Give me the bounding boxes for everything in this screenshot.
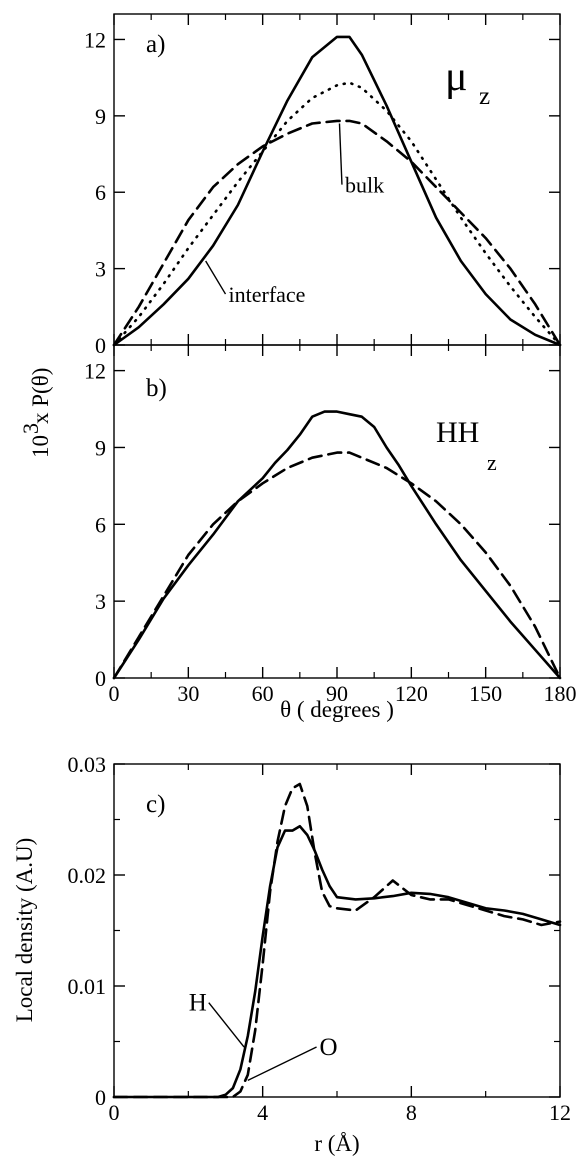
panel-c-series-label-0: H: [189, 990, 207, 1017]
panel-c-label-leader-0: [208, 1002, 245, 1048]
panel-b-ytick-label-0: 0: [95, 666, 106, 691]
panel-b-xtick-label-6: 180: [544, 681, 577, 706]
panel-c-x-axis-label: r (Å): [314, 1131, 359, 1156]
panel-c-ytick-label-1: 0.01: [68, 974, 107, 999]
panel-c-ytick-label-0: 0: [95, 1085, 106, 1110]
panel-c-series-solid-line: [112, 824, 562, 1099]
panel-c-xtick-label-3: 12: [549, 1100, 571, 1125]
panel-b-series-dashed-line: [112, 451, 562, 680]
panel-b-ytick-label-1: 3: [95, 589, 106, 614]
panel-a-series-label-1: bulk: [345, 173, 384, 198]
panel-a-label: a): [146, 31, 165, 58]
panel-c-xtick-label-0: 0: [109, 1100, 120, 1125]
panel-b-series-solid-line: [112, 410, 562, 680]
panel-c-ytick-label-3: 0.03: [68, 752, 107, 777]
panel-a-ytick-label-3: 9: [95, 104, 106, 129]
y-axis-label-rest: x P(θ): [28, 368, 53, 424]
panel-b-xtick-label-2: 60: [252, 681, 274, 706]
panel-b-x-axis-label: θ ( degrees ): [280, 697, 394, 722]
panel-b-hh-subscript: z: [487, 450, 497, 475]
panels-ab-y-axis-label: 10 3 x P(θ): [18, 368, 53, 458]
panel-b-frame: [113, 344, 561, 679]
panel-b-xtick-label-3: 90: [326, 681, 348, 706]
panel-c-ytick-label-2: 0.02: [68, 863, 107, 888]
panel-b-label: b): [146, 375, 167, 402]
panel-c-series-label-1: O: [320, 1034, 338, 1061]
panel-b-ytick-label-3: 9: [95, 435, 106, 460]
panel-c: c) Local density (A.U) r (Å) 0 0.01 0.02 0.…: [12, 752, 571, 1156]
panel-a-ytick-label-2: 6: [95, 180, 106, 205]
panel-b-xtick-label-0: 0: [109, 681, 120, 706]
panel-a-series-dotted-line: [112, 81, 562, 347]
panel-a-frame: [113, 13, 561, 346]
panel-a-label-leader-1: [338, 123, 343, 185]
panel-c-y-axis-label: Local density (A.U): [12, 838, 37, 1023]
panel-c-xtick-label-1: 4: [257, 1100, 268, 1125]
panel-a: a) μ z 0 3 6 9 12 interface bulk: [84, 13, 562, 358]
panel-c-label-leader-1: [247, 1046, 317, 1081]
panel-c-series-dashed-line: [112, 782, 562, 1099]
panel-a-mu-annotation: μ: [445, 54, 468, 100]
panel-b-ytick-label-2: 6: [95, 512, 106, 537]
panel-a-mu-subscript: z: [479, 83, 490, 110]
panel-c-xtick-label-2: 8: [406, 1100, 417, 1125]
panel-a-ytick-label-1: 3: [95, 257, 106, 282]
y-axis-label-superscript: 3: [18, 423, 43, 434]
y-axis-label-base: 10: [28, 435, 53, 458]
panel-b-xtick-label-4: 120: [395, 681, 428, 706]
panel-a-ytick-label-0: 0: [95, 333, 106, 358]
panel-a-series-dashed-line: [112, 119, 562, 347]
panel-b-ytick-label-4: 12: [84, 359, 106, 384]
panel-a-series-solid-line: [112, 35, 562, 347]
panel-b-xtick-label-1: 30: [177, 681, 199, 706]
panel-c-label: c): [146, 791, 165, 818]
panel-b-hh-annotation: HH: [436, 416, 479, 449]
panel-a-label-leader-0: [205, 260, 227, 295]
panel-b-xtick-label-5: 150: [469, 681, 502, 706]
panel-a-series-label-0: interface: [229, 282, 306, 307]
panel-a-ytick-label-4: 12: [84, 27, 106, 52]
